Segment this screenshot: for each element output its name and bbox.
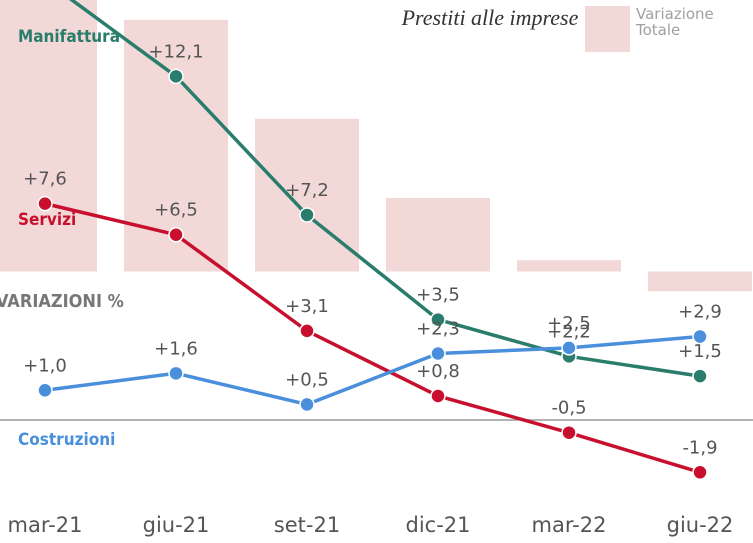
bar [648, 271, 752, 292]
x-tick-label: giu-21 [143, 513, 210, 537]
point [430, 345, 446, 362]
bar [517, 260, 621, 272]
axis-label: VARIAZIONI % [0, 291, 124, 312]
data-label: +1,6 [154, 338, 198, 359]
bar [386, 197, 490, 272]
legend-swatch [585, 6, 630, 52]
point [37, 382, 53, 399]
data-label: +2,3 [416, 319, 460, 340]
data-label: +0,8 [416, 361, 460, 382]
bar [0, 0, 97, 272]
point [168, 365, 184, 382]
data-label: -0,5 [551, 398, 586, 419]
point [430, 388, 446, 404]
point [692, 368, 708, 384]
data-label: +1,0 [23, 355, 67, 376]
point [299, 207, 315, 223]
data-label: +7,2 [285, 180, 329, 201]
line-layer: +12,1 +7,2 +3,5 +2,2 +1,5 Manifattura +7,6 +6,5… [18, 0, 722, 481]
series-line [69, 0, 701, 378]
data-label: +12,1 [148, 41, 203, 62]
point [561, 424, 577, 441]
data-label: +6,5 [154, 200, 198, 221]
point [561, 340, 577, 356]
legend-label: Variazione Totale [636, 5, 714, 39]
x-tick-label: set-21 [274, 513, 340, 537]
point [168, 68, 184, 85]
x-tick-label: giu-22 [667, 513, 734, 537]
point [692, 328, 708, 345]
x-tick-label: mar-22 [532, 513, 607, 537]
data-label: +0,5 [285, 369, 329, 390]
series-label: Servizi [18, 210, 76, 230]
series-label: Manifattura [18, 27, 120, 47]
data-label: +3,1 [285, 296, 329, 317]
point [37, 195, 53, 212]
series-line [44, 201, 701, 474]
data-label: +2,9 [678, 302, 722, 323]
data-label: +2,5 [547, 313, 591, 334]
data-label: +1,5 [678, 341, 722, 362]
data-label: +3,5 [416, 285, 460, 306]
point [299, 396, 315, 413]
data-label: +2,2 [547, 321, 591, 342]
series-label: Costruzioni [18, 430, 115, 450]
series-line [44, 334, 701, 407]
x-tick-label: mar-21 [8, 513, 83, 537]
bar [255, 118, 359, 272]
point [692, 464, 708, 481]
bar-layer [0, 0, 752, 292]
x-tick-label: dic-21 [405, 513, 470, 537]
point [168, 226, 184, 243]
chart-title: Prestiti alle imprese [401, 5, 579, 30]
data-label: +7,6 [23, 169, 67, 190]
point [299, 323, 315, 339]
data-label: -1,9 [682, 437, 717, 458]
point [430, 311, 446, 328]
